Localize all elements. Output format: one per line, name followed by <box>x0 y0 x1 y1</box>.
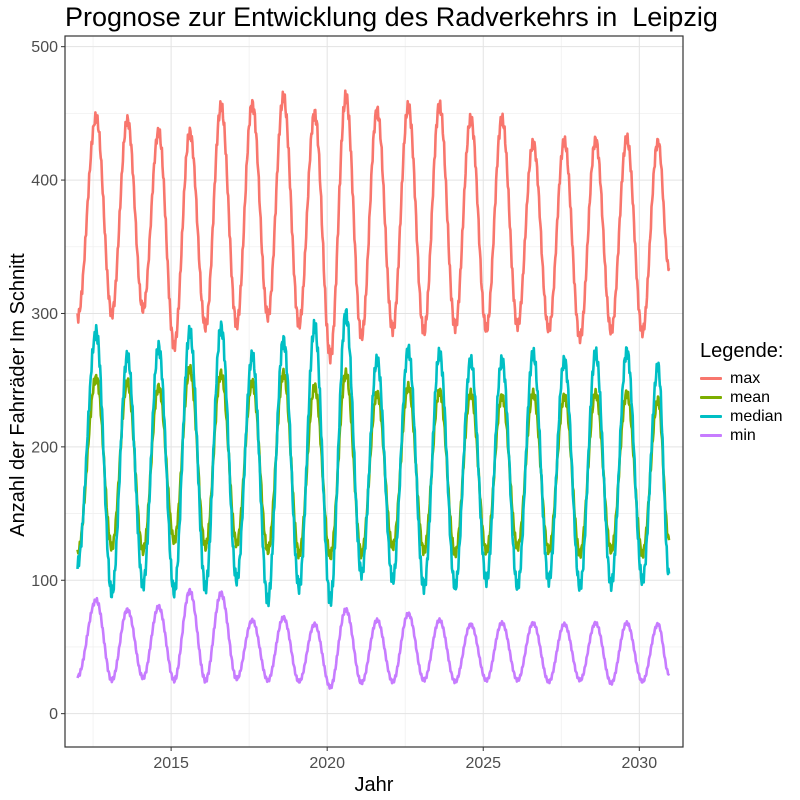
y-tick-label: 100 <box>31 573 58 590</box>
y-tick-label: 200 <box>31 439 58 456</box>
legend-item-max: max <box>700 369 783 388</box>
legend-key-min <box>700 434 722 437</box>
x-tick-label: 2030 <box>622 755 658 772</box>
y-tick-label: 500 <box>31 39 58 56</box>
panel-border <box>64 35 684 748</box>
legend-label-median: median <box>730 407 783 425</box>
y-tick-label: 0 <box>49 706 58 723</box>
chart-title: Prognose zur Entwicklung des Radverkehrs… <box>65 2 718 32</box>
x-axis-title: Jahr <box>355 774 394 796</box>
x-tick-label: 2025 <box>465 755 501 772</box>
legend-label-min: min <box>730 426 756 444</box>
legend-key-median <box>700 415 722 418</box>
y-axis: 0 100 200 300 400 500 <box>31 39 65 723</box>
legend-title: Legende: <box>700 340 784 362</box>
series-line-median <box>76 308 671 608</box>
legend-label-max: max <box>730 369 761 387</box>
legend-key-max <box>700 377 722 380</box>
legend-key-mean <box>700 396 722 399</box>
legend-item-min: min <box>700 426 783 445</box>
x-tick-label: 2015 <box>153 755 189 772</box>
legend-item-median: median <box>700 407 783 426</box>
y-axis-title: Anzahl der Fahrräder Im Schnitt <box>7 253 29 537</box>
y-tick-label: 400 <box>31 173 58 190</box>
series-layer <box>76 89 671 690</box>
legend-label-mean: mean <box>730 388 771 406</box>
series-line-min <box>76 587 671 690</box>
y-tick-label: 300 <box>31 306 58 323</box>
x-axis: 2015 2020 2025 2030 <box>153 747 657 772</box>
legend: Legende: max mean median min <box>700 340 783 445</box>
legend-item-mean: mean <box>700 388 783 407</box>
x-tick-label: 2020 <box>309 755 345 772</box>
series-line-max <box>76 89 671 365</box>
